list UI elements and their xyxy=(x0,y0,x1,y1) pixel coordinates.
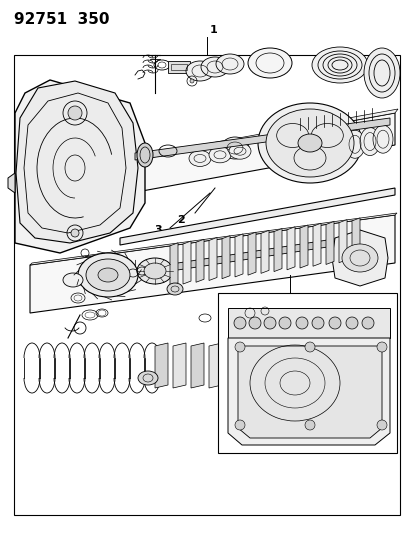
Text: 2: 2 xyxy=(177,215,185,225)
Polygon shape xyxy=(299,225,307,268)
Ellipse shape xyxy=(228,143,250,159)
Polygon shape xyxy=(228,338,389,445)
Polygon shape xyxy=(228,308,389,338)
Circle shape xyxy=(190,79,194,83)
Ellipse shape xyxy=(363,48,399,98)
Polygon shape xyxy=(120,188,394,245)
Circle shape xyxy=(304,420,314,430)
Polygon shape xyxy=(325,221,333,264)
Ellipse shape xyxy=(344,130,364,158)
Ellipse shape xyxy=(138,371,158,385)
Text: 3: 3 xyxy=(154,225,161,235)
Polygon shape xyxy=(226,343,240,388)
Ellipse shape xyxy=(302,338,366,388)
Circle shape xyxy=(68,106,82,120)
Ellipse shape xyxy=(266,109,353,177)
Polygon shape xyxy=(170,243,178,286)
Ellipse shape xyxy=(189,150,211,166)
Text: 4: 4 xyxy=(292,263,300,273)
Polygon shape xyxy=(15,80,145,253)
Ellipse shape xyxy=(201,57,228,77)
Polygon shape xyxy=(338,220,346,263)
Ellipse shape xyxy=(316,349,352,377)
Circle shape xyxy=(248,317,260,329)
Text: 92751  350: 92751 350 xyxy=(14,12,109,27)
Polygon shape xyxy=(351,218,359,261)
Bar xyxy=(168,61,190,73)
Polygon shape xyxy=(237,346,381,438)
Polygon shape xyxy=(30,215,394,313)
Polygon shape xyxy=(273,229,281,272)
Circle shape xyxy=(376,342,386,352)
Ellipse shape xyxy=(98,268,118,282)
Polygon shape xyxy=(190,343,204,388)
Polygon shape xyxy=(312,223,320,266)
Circle shape xyxy=(71,229,79,237)
Polygon shape xyxy=(235,234,242,277)
Polygon shape xyxy=(120,113,394,195)
Ellipse shape xyxy=(185,61,214,81)
Ellipse shape xyxy=(341,244,377,272)
Circle shape xyxy=(376,420,386,430)
Bar xyxy=(14,55,399,515)
Circle shape xyxy=(263,317,275,329)
Ellipse shape xyxy=(311,47,367,83)
Ellipse shape xyxy=(78,253,138,297)
Ellipse shape xyxy=(247,48,291,78)
Ellipse shape xyxy=(257,103,361,183)
Circle shape xyxy=(345,317,357,329)
Polygon shape xyxy=(80,235,359,285)
Polygon shape xyxy=(30,213,396,265)
Ellipse shape xyxy=(137,143,153,167)
Polygon shape xyxy=(221,236,230,279)
Polygon shape xyxy=(135,118,389,160)
Polygon shape xyxy=(154,343,168,388)
Polygon shape xyxy=(16,81,138,243)
Circle shape xyxy=(295,317,307,329)
Circle shape xyxy=(304,342,314,352)
Polygon shape xyxy=(173,343,185,388)
Ellipse shape xyxy=(137,258,173,284)
Ellipse shape xyxy=(209,147,230,163)
Polygon shape xyxy=(8,173,15,193)
Polygon shape xyxy=(331,230,387,286)
Ellipse shape xyxy=(359,127,379,156)
Polygon shape xyxy=(284,323,384,401)
Bar xyxy=(171,64,187,70)
Polygon shape xyxy=(183,241,190,284)
Circle shape xyxy=(278,317,290,329)
Polygon shape xyxy=(209,343,221,388)
Polygon shape xyxy=(195,239,204,282)
Circle shape xyxy=(328,317,340,329)
Bar xyxy=(218,293,396,453)
Circle shape xyxy=(235,420,244,430)
Polygon shape xyxy=(280,343,293,388)
Ellipse shape xyxy=(216,54,243,74)
Ellipse shape xyxy=(166,283,183,295)
Text: 1: 1 xyxy=(209,25,217,35)
Circle shape xyxy=(235,342,244,352)
Ellipse shape xyxy=(86,259,130,291)
Polygon shape xyxy=(209,238,216,280)
Polygon shape xyxy=(120,109,397,163)
Circle shape xyxy=(361,317,373,329)
Circle shape xyxy=(233,317,245,329)
Ellipse shape xyxy=(297,134,321,152)
Circle shape xyxy=(311,317,323,329)
Polygon shape xyxy=(244,343,257,388)
Ellipse shape xyxy=(372,125,392,153)
Polygon shape xyxy=(286,227,294,270)
Polygon shape xyxy=(262,343,275,388)
Ellipse shape xyxy=(144,263,166,279)
Polygon shape xyxy=(260,230,268,273)
Polygon shape xyxy=(247,232,255,275)
Ellipse shape xyxy=(63,273,83,287)
Ellipse shape xyxy=(221,137,248,159)
